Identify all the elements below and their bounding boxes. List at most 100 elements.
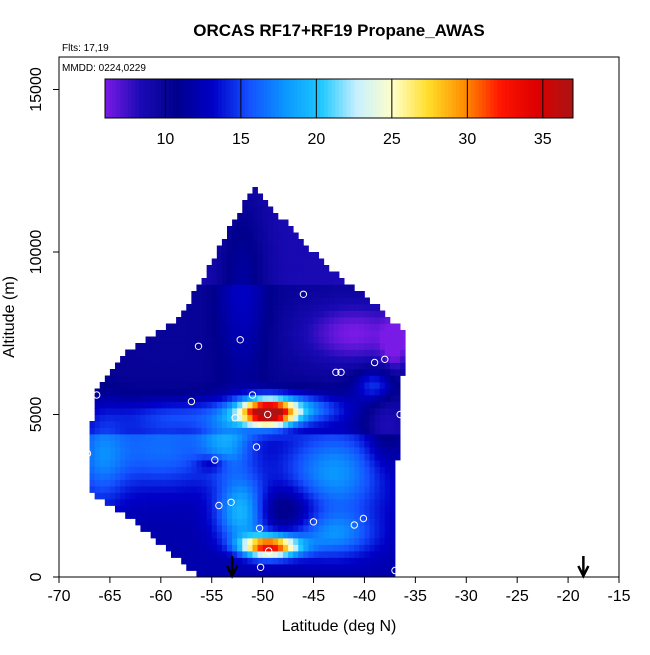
heatmap-cell xyxy=(333,486,340,493)
heatmap-cell xyxy=(176,414,182,422)
heatmap-cell xyxy=(354,317,360,324)
heatmap-cell xyxy=(288,570,294,577)
heatmap-cell xyxy=(303,447,309,454)
heatmap-cell xyxy=(186,447,192,454)
heatmap-cell xyxy=(272,304,279,311)
heatmap-cell xyxy=(267,408,274,415)
heatmap-cell xyxy=(298,323,304,331)
heatmap-cell xyxy=(354,473,360,480)
heatmap-cell xyxy=(257,421,264,428)
heatmap-cell xyxy=(201,499,208,506)
heatmap-cell xyxy=(181,460,187,467)
heatmap-cell xyxy=(165,362,172,370)
heatmap-cell xyxy=(221,408,228,415)
heatmap-cell xyxy=(389,401,396,409)
heatmap-cell xyxy=(359,460,365,467)
heatmap-cell xyxy=(232,453,238,461)
heatmap-cell xyxy=(389,564,396,571)
heatmap-cell xyxy=(323,336,330,344)
heatmap-cell xyxy=(344,551,350,558)
heatmap-cell xyxy=(364,531,370,539)
heatmap-cell xyxy=(135,518,141,526)
heatmap-cell xyxy=(99,453,106,461)
heatmap-cell xyxy=(318,369,325,376)
sample-point xyxy=(248,391,257,399)
colorbar-segment xyxy=(369,79,374,118)
heatmap-cell xyxy=(145,343,152,350)
heatmap-cell xyxy=(267,460,274,467)
heatmap-cell xyxy=(293,434,299,441)
heatmap-cell xyxy=(328,473,335,480)
heatmap-cell xyxy=(150,401,157,409)
heatmap-cell xyxy=(201,323,208,331)
heatmap-cell xyxy=(318,421,325,428)
heatmap-cell xyxy=(227,473,233,480)
heatmap-cell xyxy=(227,401,233,409)
heatmap-cell xyxy=(115,401,121,409)
heatmap-cell xyxy=(150,356,157,363)
heatmap-cell xyxy=(155,525,162,532)
heatmap-cell xyxy=(364,414,370,422)
heatmap-cell xyxy=(359,414,365,422)
heatmap-cell xyxy=(277,388,284,396)
y-axis-label: Altitude (m) xyxy=(1,276,18,358)
heatmap-cell xyxy=(196,408,202,415)
heatmap-cell xyxy=(135,382,141,389)
heatmap-cell xyxy=(318,375,325,383)
heatmap-cell xyxy=(323,271,330,279)
heatmap-cell xyxy=(176,382,182,389)
heatmap-cell xyxy=(94,453,101,461)
heatmap-cell xyxy=(130,479,136,487)
heatmap-cell xyxy=(186,453,192,461)
heatmap-cell xyxy=(216,512,223,519)
heatmap-cell xyxy=(104,401,111,409)
heatmap-cell xyxy=(339,460,345,467)
heatmap-cell xyxy=(242,447,248,454)
colorbar-segment xyxy=(244,79,249,118)
heatmap-cell xyxy=(242,401,248,409)
heatmap-cell xyxy=(344,362,350,370)
heatmap-cell xyxy=(359,564,365,571)
heatmap-cell xyxy=(298,434,304,441)
heatmap-cell xyxy=(145,466,152,474)
down-arrow-marker xyxy=(225,556,239,579)
heatmap-cell xyxy=(272,557,279,565)
heatmap-cell xyxy=(384,343,391,350)
heatmap-cell xyxy=(323,570,330,577)
heatmap-cell xyxy=(262,408,269,415)
heatmap-cell xyxy=(374,414,381,422)
heatmap-cell xyxy=(303,531,309,539)
heatmap-cell xyxy=(171,486,177,493)
heatmap-cell xyxy=(247,531,253,539)
heatmap-cell xyxy=(109,427,116,435)
colorbar-segment xyxy=(388,79,393,118)
heatmap-cell xyxy=(318,336,325,344)
heatmap-cell xyxy=(389,492,396,500)
heatmap-cell xyxy=(196,284,202,292)
heatmap-cell xyxy=(211,271,218,279)
heatmap-cell xyxy=(364,544,370,552)
heatmap-cell xyxy=(374,557,381,565)
colorbar-segment xyxy=(561,79,566,118)
heatmap-cell xyxy=(349,505,355,513)
colorbar-segment xyxy=(150,79,155,118)
heatmap-cell xyxy=(242,382,248,389)
heatmap-cell xyxy=(277,486,284,493)
heatmap-cell xyxy=(339,453,345,461)
heatmap-cell xyxy=(227,258,233,266)
heatmap-cell xyxy=(160,434,167,441)
heatmap-cell xyxy=(211,408,218,415)
heatmap-cell xyxy=(344,291,350,298)
heatmap-cell xyxy=(257,447,264,454)
x-tick-label: -35 xyxy=(404,588,427,605)
heatmap-cell xyxy=(109,466,116,474)
heatmap-cell xyxy=(196,382,202,389)
heatmap-cell xyxy=(389,323,396,331)
heatmap-cell xyxy=(267,232,274,240)
heatmap-cell xyxy=(145,460,152,467)
heatmap-cell xyxy=(252,486,258,493)
heatmap-cell xyxy=(313,382,320,389)
sample-point xyxy=(264,410,272,419)
heatmap-cell xyxy=(303,564,309,571)
heatmap-cell xyxy=(94,466,101,474)
